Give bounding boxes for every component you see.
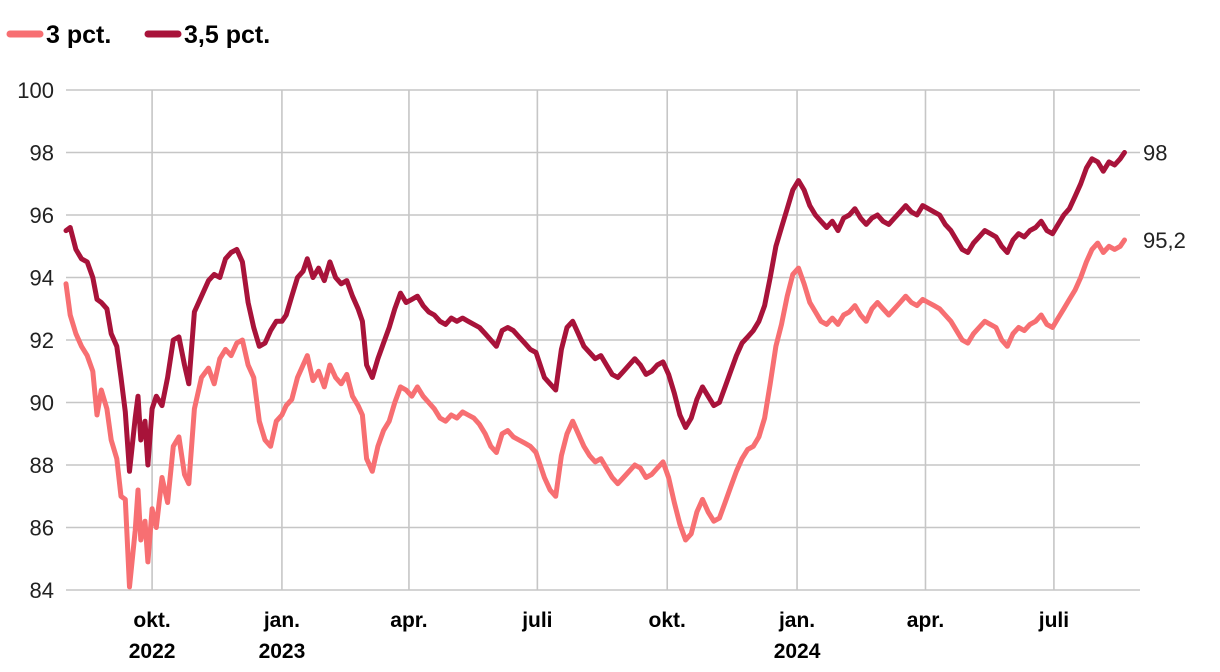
y-tick-label: 96 (30, 203, 54, 228)
x-tick-year-label: 2022 (129, 640, 176, 663)
x-tick-year-label: 2024 (774, 640, 821, 663)
end-value-label-35pct: 98 (1143, 141, 1167, 166)
y-tick-label: 100 (17, 78, 54, 103)
x-tick-label: apr. (907, 609, 944, 632)
y-tick-label: 94 (30, 266, 54, 291)
end-value-label-3pct: 95,2 (1143, 228, 1186, 253)
legend-label-3pct: 3 pct. (46, 21, 111, 49)
x-axis-ticks: okt. 2022 jan. 2023 apr. juli okt. jan. 2024 apr.… (129, 609, 1069, 663)
x-tick-label: juli (521, 609, 552, 632)
series-line-35pct (63, 150, 1127, 474)
x-tick-label: okt. (133, 609, 170, 632)
gridlines (66, 89, 1140, 591)
x-tick-label: okt. (649, 609, 686, 632)
x-tick-label: apr. (390, 609, 427, 632)
y-tick-label: 88 (30, 453, 54, 478)
y-tick-label: 90 (30, 391, 54, 416)
y-tick-label: 86 (30, 516, 54, 541)
legend: 3 pct. 3,5 pct. (6, 21, 270, 49)
legend-label-35pct: 3,5 pct. (184, 21, 270, 49)
x-tick-year-label: 2023 (259, 640, 306, 663)
x-tick-label: jan. (778, 609, 815, 632)
x-tick-label: jan. (263, 609, 300, 632)
x-tick-label: juli (1038, 609, 1069, 632)
series-line-3pct (63, 237, 1127, 590)
y-tick-label: 98 (30, 141, 54, 166)
series-layer (63, 150, 1127, 590)
end-labels: 95,2 98 (1143, 141, 1186, 254)
y-tick-label: 92 (30, 328, 54, 353)
y-tick-label: 84 (30, 578, 54, 603)
y-axis-ticks: 84 86 88 90 92 94 96 98 100 (17, 78, 54, 603)
